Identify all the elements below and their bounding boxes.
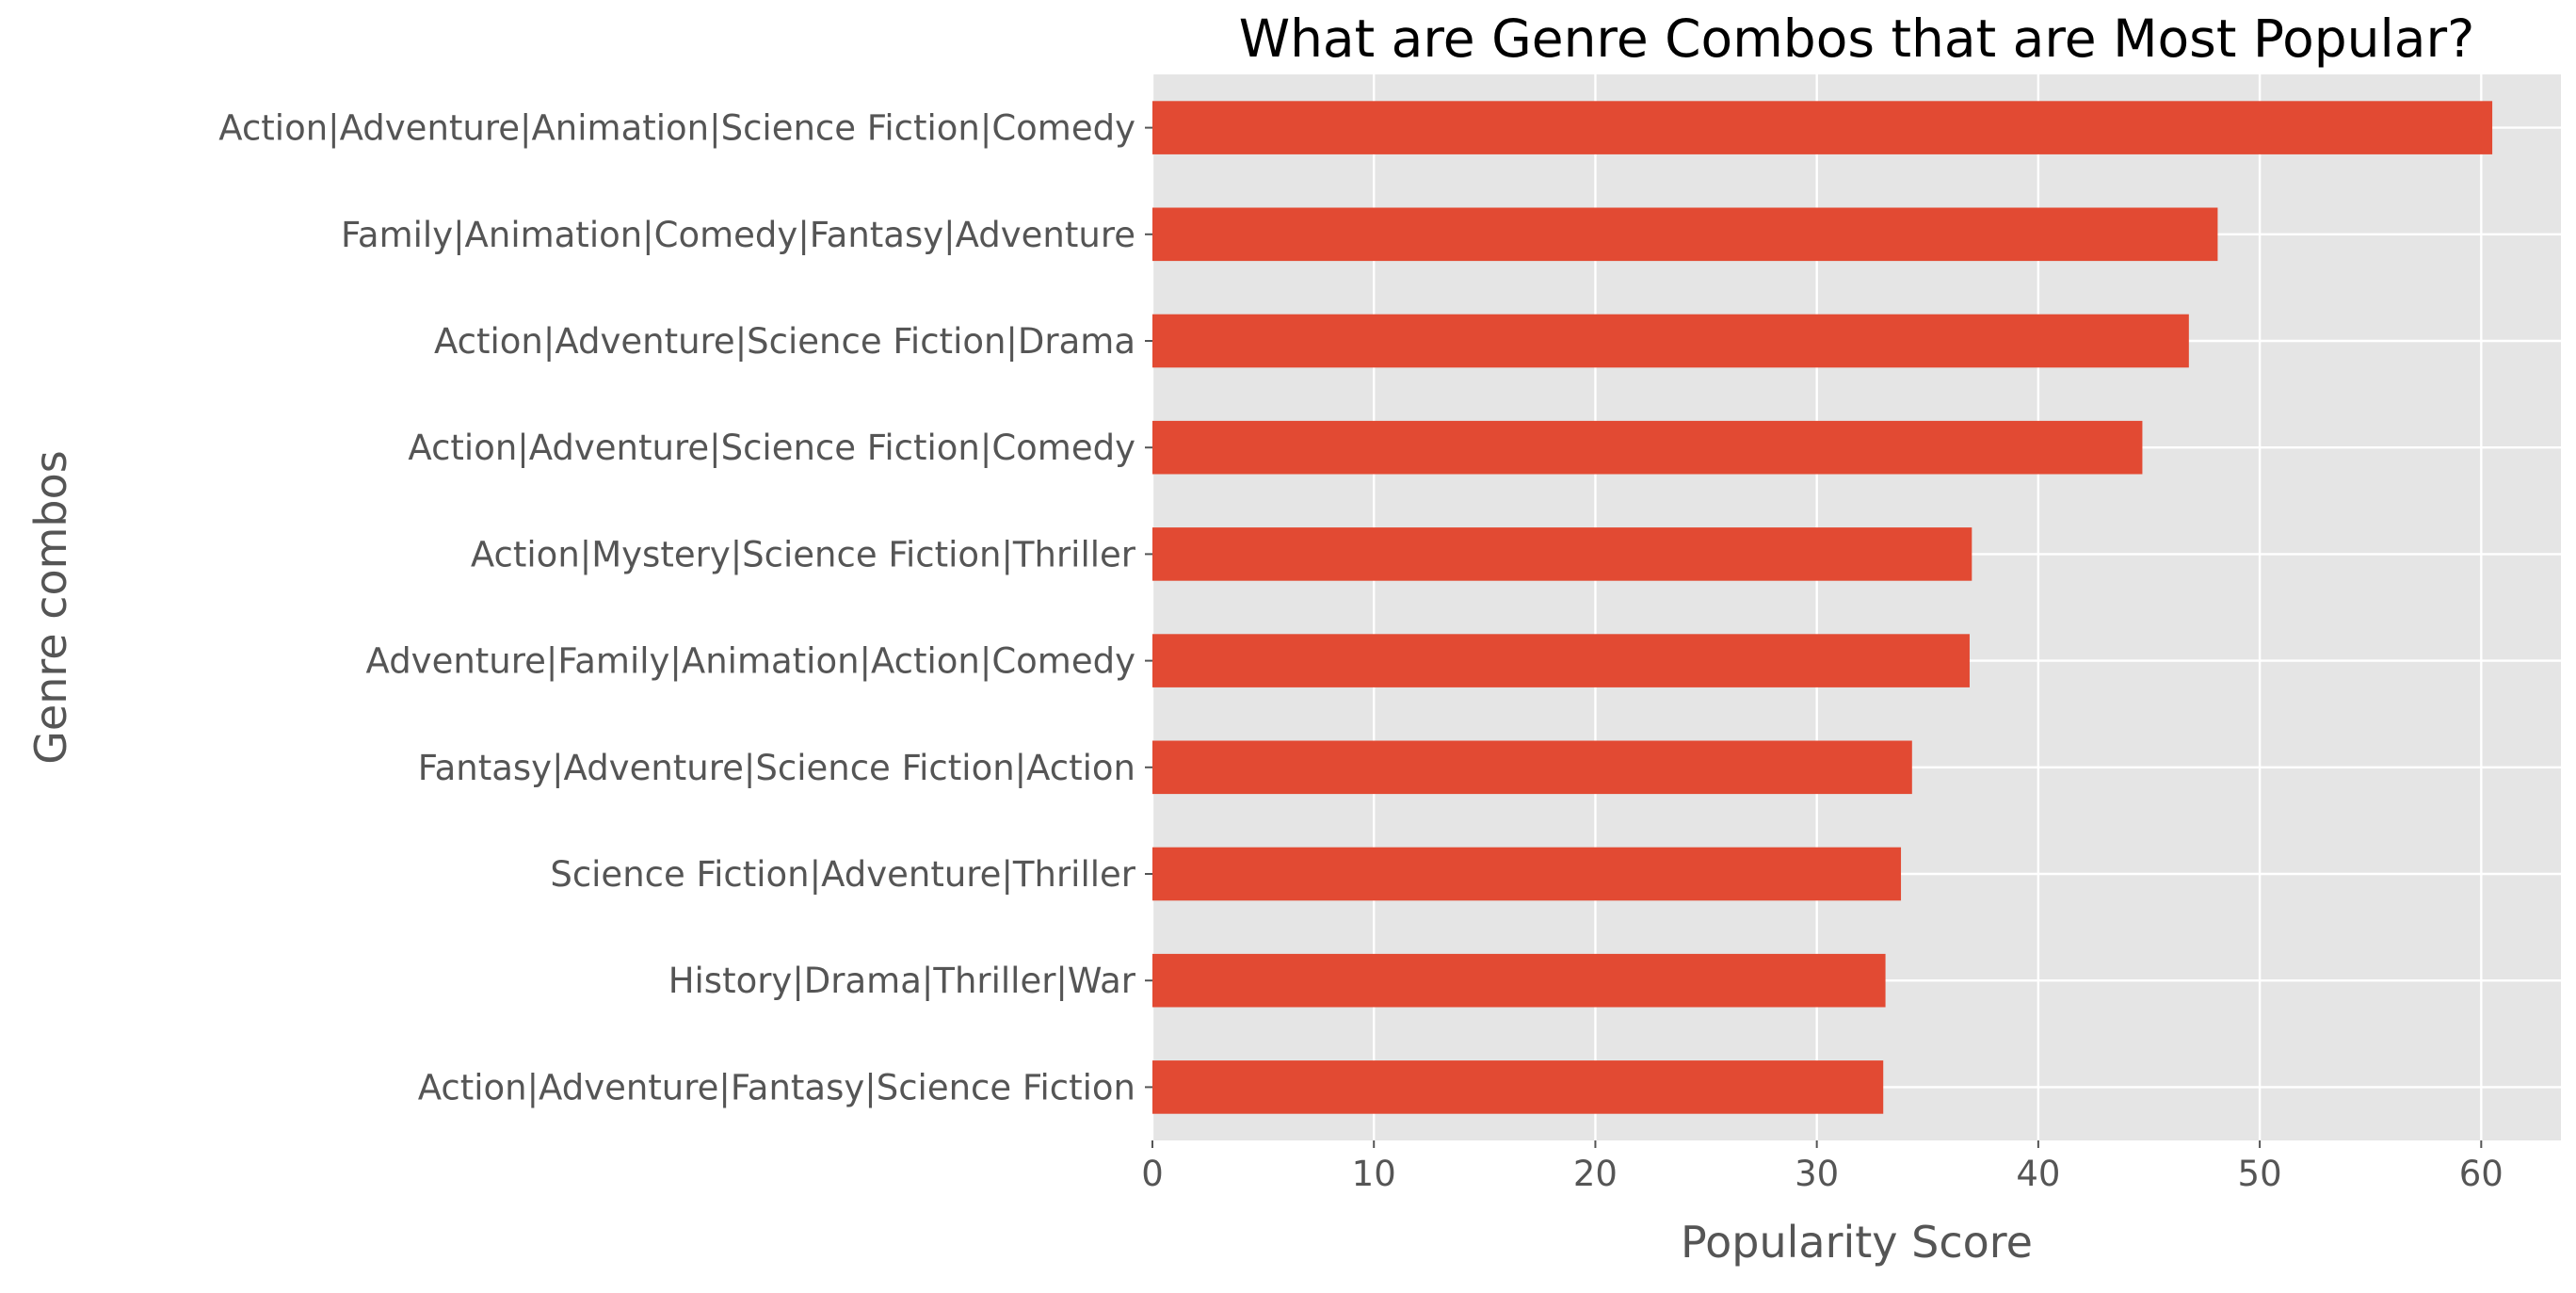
y-axis-label: Genre combos <box>25 450 76 764</box>
bar <box>1152 101 2493 154</box>
y-tick-label: Family|Animation|Comedy|Fantasy|Adventur… <box>341 215 1135 255</box>
y-tick-label: Fantasy|Adventure|Science Fiction|Action <box>418 748 1135 788</box>
y-tick-label: History|Drama|Thriller|War <box>668 961 1136 1001</box>
y-tick-label: Science Fiction|Adventure|Thriller <box>550 854 1135 895</box>
x-tick-label: 30 <box>1795 1154 1839 1194</box>
x-tick-label: 50 <box>2238 1154 2282 1194</box>
x-axis-ticks: 0 10 20 30 40 50 60 <box>1141 1140 2504 1194</box>
y-tick-label: Adventure|Family|Animation|Action|Comedy <box>366 641 1135 682</box>
bar <box>1152 634 1970 687</box>
bar <box>1152 740 1912 795</box>
y-tick-label: Action|Mystery|Science Fiction|Thriller <box>471 534 1136 574</box>
y-tick-label: Action|Adventure|Science Fiction|Comedy <box>408 428 1135 468</box>
x-axis-label: Popularity Score <box>1681 1217 2033 1268</box>
bar <box>1152 527 1972 581</box>
bar <box>1152 207 2218 262</box>
y-axis-ticks: Action|Adventure|Fantasy|Science Fiction… <box>218 108 1152 1107</box>
chart-title: What are Genre Combos that are Most Popu… <box>1239 8 2475 69</box>
bar <box>1152 420 2143 475</box>
y-tick-label: Action|Adventure|Fantasy|Science Fiction <box>418 1067 1135 1107</box>
y-tick-label: Action|Adventure|Animation|Science Ficti… <box>218 108 1135 149</box>
x-tick-label: 20 <box>1573 1154 1618 1194</box>
bar <box>1152 314 2189 368</box>
bar <box>1152 847 1902 901</box>
x-tick-label: 40 <box>2016 1154 2060 1194</box>
bars <box>1152 101 2493 1114</box>
x-tick-label: 0 <box>1141 1154 1164 1194</box>
x-tick-label: 60 <box>2459 1154 2504 1194</box>
x-tick-label: 10 <box>1352 1154 1396 1194</box>
bar <box>1152 953 1886 1008</box>
y-tick-label: Action|Adventure|Science Fiction|Drama <box>434 321 1135 362</box>
bar <box>1152 1060 1884 1114</box>
